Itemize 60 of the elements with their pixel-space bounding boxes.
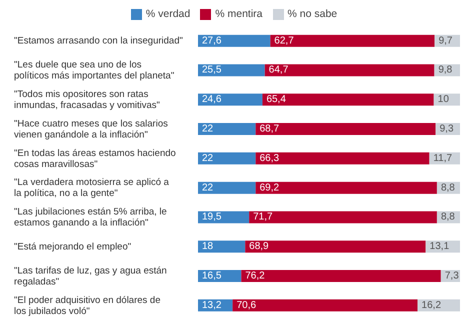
data-label: 22 bbox=[202, 152, 214, 164]
data-label: 8,8 bbox=[440, 182, 456, 194]
bar bbox=[256, 152, 430, 164]
bar bbox=[264, 64, 434, 76]
data-label: 22 bbox=[202, 182, 214, 194]
bar bbox=[262, 94, 434, 106]
legend-label: % verdad bbox=[144, 8, 190, 20]
data-label: 7,3 bbox=[444, 270, 460, 282]
data-label: 9,8 bbox=[438, 64, 453, 76]
y-tick-label: "Está mejorando el empleo" bbox=[14, 241, 132, 252]
data-label: 9,3 bbox=[440, 124, 454, 135]
data-label: 25,5 bbox=[202, 64, 222, 76]
bar bbox=[198, 240, 246, 253]
data-label: 13,2 bbox=[202, 300, 222, 311]
data-label: 16,5 bbox=[202, 270, 222, 282]
data-label: 65,4 bbox=[266, 94, 286, 106]
bar bbox=[241, 270, 441, 282]
data-label: 18 bbox=[202, 241, 214, 252]
bar bbox=[198, 34, 270, 47]
data-label: 68,9 bbox=[249, 241, 270, 252]
data-label: 8,8 bbox=[440, 212, 456, 223]
data-label: 16,2 bbox=[422, 300, 442, 311]
y-tick-label: "Estamos arrasando con la inseguridad" bbox=[14, 35, 183, 46]
data-label: 19,5 bbox=[202, 212, 222, 223]
bar bbox=[256, 123, 436, 136]
data-label: 70,6 bbox=[236, 300, 256, 311]
bar bbox=[245, 240, 426, 253]
data-label: 71,7 bbox=[253, 212, 273, 223]
data-label: 62,7 bbox=[274, 35, 294, 46]
y-tick-label: "Todos mis opositores son ratas inmundas, fracasadas y vomitivas" bbox=[14, 88, 160, 110]
legend-label: % no sabe bbox=[286, 8, 338, 20]
bar bbox=[198, 152, 256, 164]
y-tick-label: "Las jubilaciones están 5% arriba, le estamos ganando a la inflación" bbox=[14, 206, 167, 228]
bar bbox=[270, 34, 435, 47]
data-label: 66,3 bbox=[260, 152, 280, 164]
y-tick-label: "La verdadera motosierra se aplicó a la política, no a la gente" bbox=[14, 176, 170, 199]
bar bbox=[249, 211, 437, 224]
data-label: 9,7 bbox=[438, 35, 453, 46]
data-label: 76,2 bbox=[245, 270, 266, 282]
bar bbox=[198, 94, 262, 106]
legend-label: % mentira bbox=[214, 8, 262, 20]
bar bbox=[256, 182, 437, 194]
bar bbox=[198, 182, 256, 194]
data-label: 11,7 bbox=[433, 152, 453, 164]
data-label: 22 bbox=[202, 124, 214, 135]
data-label: 13,1 bbox=[430, 241, 450, 252]
bar bbox=[198, 123, 256, 136]
y-tick-label: "Les duele que sea uno de los políticos más importantes del planeta" bbox=[14, 59, 174, 82]
data-label: 64,7 bbox=[268, 64, 289, 76]
data-label: 69,2 bbox=[260, 182, 280, 194]
bar bbox=[232, 299, 418, 312]
data-label: 24,6 bbox=[202, 94, 222, 106]
data-label: 68,7 bbox=[260, 124, 280, 135]
y-tick-label: "Las tarifas de luz, gas y agua están regaladas" bbox=[14, 264, 167, 287]
data-label: 10 bbox=[438, 94, 450, 106]
bar bbox=[198, 64, 265, 76]
y-tick-label: "En todas las áreas estamos haciendo cosas maravillosas" bbox=[14, 147, 176, 170]
y-tick-label: "El poder adquisitivo en dólares de los jubilados voló" bbox=[14, 294, 160, 316]
data-label: 27,6 bbox=[202, 35, 222, 46]
y-tick-label: "Hace cuatro meses que los salarios vienen ganándole a la inflación" bbox=[14, 118, 168, 140]
